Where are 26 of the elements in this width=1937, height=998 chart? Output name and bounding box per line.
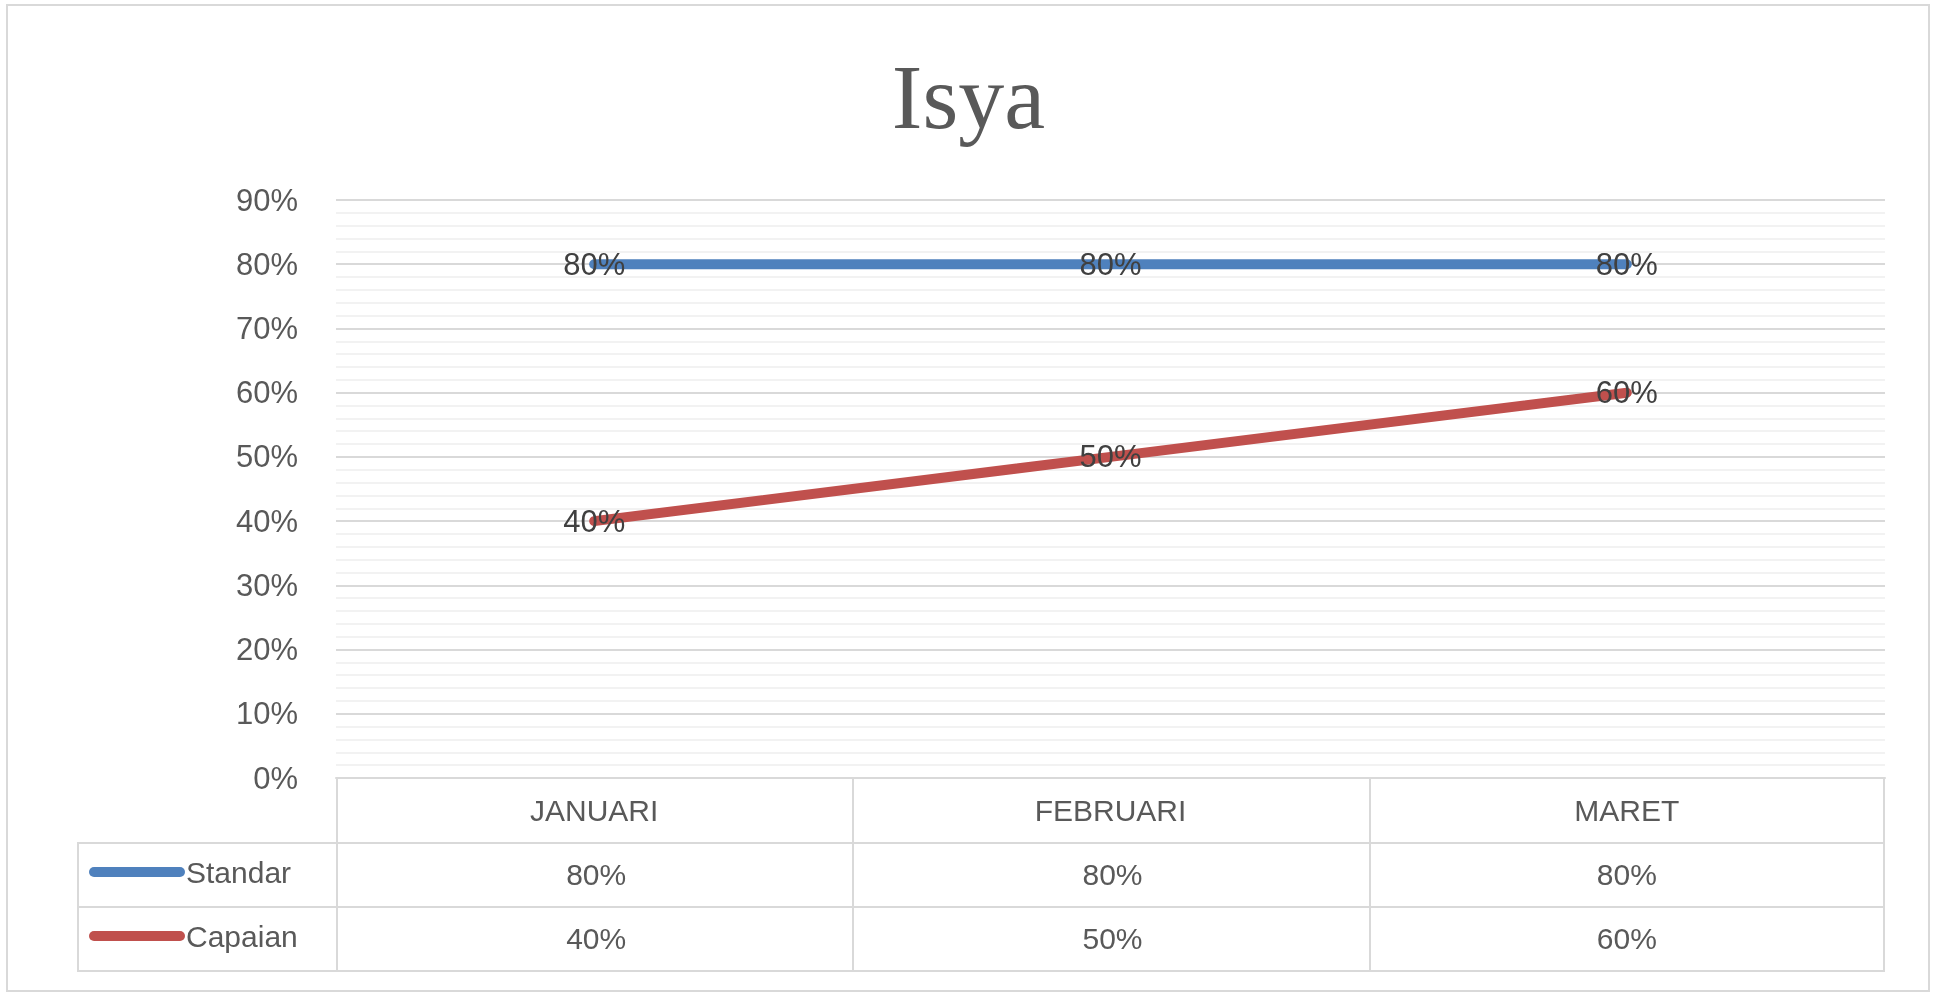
x-tick-label: MARET: [1574, 793, 1680, 827]
text: 80%: [563, 246, 626, 282]
text: 60%: [1595, 375, 1658, 411]
chart-title: Isya: [891, 46, 1046, 148]
data-label: 60%: [1596, 921, 1657, 957]
data-label: 80%: [566, 857, 627, 893]
y-tick-label: 70%: [235, 310, 298, 346]
y-tick-label: 0%: [253, 760, 298, 796]
legend-label: Standar: [186, 855, 292, 889]
data-label: 80%: [1596, 857, 1657, 893]
x-tick-label: FEBRUARI: [1034, 793, 1187, 827]
y-tick-label: 30%: [235, 567, 298, 603]
y-tick-label: 40%: [235, 503, 298, 539]
y-tick-label: 80%: [235, 246, 298, 282]
legend-label: Capaian: [186, 919, 298, 953]
y-tick-label: 10%: [235, 696, 298, 732]
data-label: 80%: [1082, 857, 1143, 893]
text: 80%: [1595, 246, 1658, 282]
y-tick-label: 20%: [235, 632, 298, 668]
y-tick-label: 60%: [235, 375, 298, 411]
data-label: 40%: [566, 921, 627, 957]
y-tick-label: 50%: [235, 439, 298, 475]
x-tick-label: JANUARI: [529, 793, 659, 827]
text: 40%: [563, 503, 626, 539]
data-label: 50%: [1082, 921, 1143, 957]
y-tick-label: 90%: [235, 182, 298, 218]
